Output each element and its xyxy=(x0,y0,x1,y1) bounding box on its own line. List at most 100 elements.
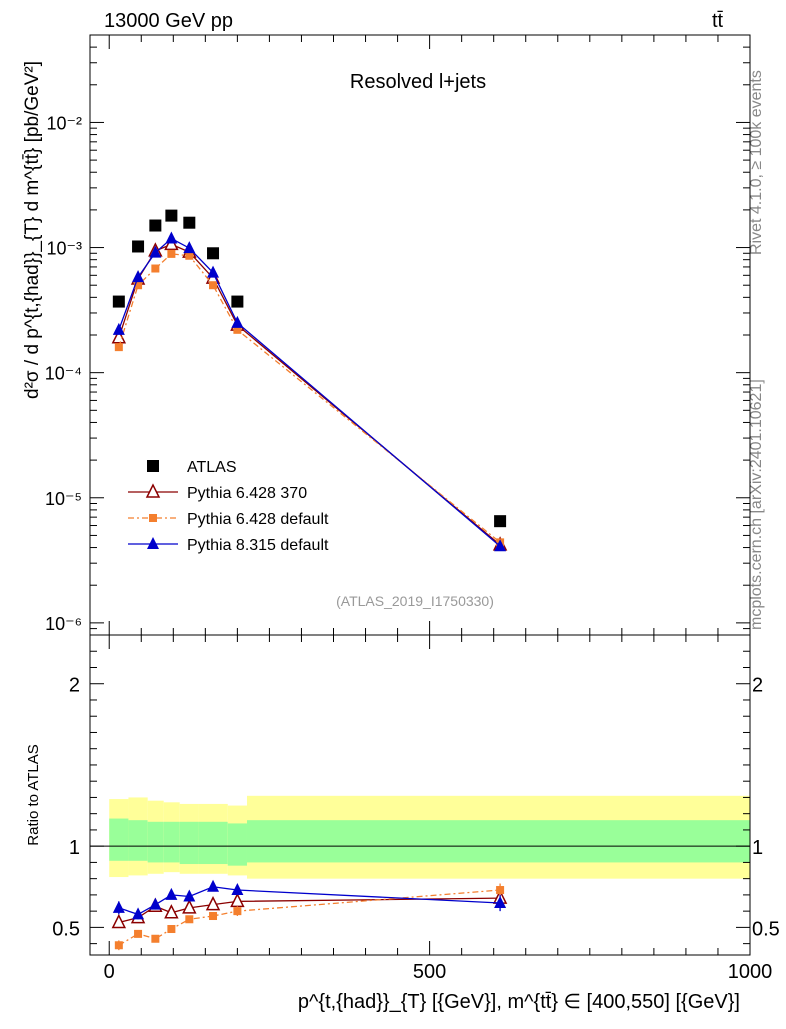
data-point xyxy=(149,245,162,258)
legend-entry: Pythia 6.428 370 xyxy=(128,483,307,502)
legend-entry: Pythia 8.315 default xyxy=(128,537,329,554)
ratio-y-tick-labels: 2 2 1 1 0.5 0.5 xyxy=(52,675,780,941)
x-tick-label: 0 xyxy=(104,961,115,983)
ratio-point xyxy=(151,934,160,943)
legend-entry: ATLAS xyxy=(147,459,237,476)
main-y-tick-label: 10⁻² xyxy=(46,113,82,133)
main-y-tick-label: 10⁻³ xyxy=(46,239,82,259)
data-point xyxy=(207,265,220,278)
ratio-point xyxy=(111,913,127,929)
mcplots-reference-label: mcplots.cern.ch [arXiv:2401.10621] xyxy=(748,379,765,630)
main-y-tick-labels: 10⁻² 10⁻³ 10⁻⁴ 10⁻⁵ 10⁻⁶ xyxy=(45,113,82,633)
ratio-point xyxy=(183,889,196,902)
rivet-version-label: Rivet 4.1.0, ≥ 100k events xyxy=(748,70,765,255)
x-axis-label: p^{t,{had}}_{T} [{GeV}], m^{tt̄} ∈ [400,… xyxy=(298,991,740,1013)
ratio-y-tick-label-left: 1 xyxy=(69,837,80,859)
data-point xyxy=(112,295,125,308)
series-pythia-8-315-default xyxy=(112,231,507,552)
ratio-point xyxy=(132,907,145,920)
data-point xyxy=(132,240,145,253)
ratio-panel: 2 2 1 1 0.5 0.5 0 500 1000 Ratio to ATLAS p^{t,… xyxy=(25,634,780,1013)
main-series xyxy=(111,209,508,552)
ratio-y-tick-label-left: 0.5 xyxy=(52,918,80,940)
ratio-point xyxy=(207,879,220,892)
data-point xyxy=(114,343,123,352)
ratio-y-tick-label-right: 1 xyxy=(752,837,763,859)
data-point xyxy=(149,219,162,232)
data-point xyxy=(165,231,178,244)
ratio-ticks xyxy=(90,635,751,955)
series-pythia-6-428-default xyxy=(114,249,505,547)
main-y-axis-label: d²σ / d p^{t,{had}}_{T} d m^{tt̄} [pb/Ge… xyxy=(22,61,43,399)
ratio-line xyxy=(118,886,501,916)
header-energy-label: 13000 GeV pp xyxy=(104,10,233,32)
ratio-series-pythia-8-315-default xyxy=(112,879,507,920)
main-y-tick-label: 10⁻⁶ xyxy=(45,614,82,634)
ratio-point xyxy=(205,895,221,911)
ratio-series xyxy=(111,879,508,951)
data-point xyxy=(112,322,125,335)
ratio-point xyxy=(185,915,194,924)
series-line xyxy=(118,243,501,546)
ratio-y-tick-label-right: 2 xyxy=(752,675,763,697)
data-point xyxy=(165,209,178,222)
legend-label: Pythia 6.428 default xyxy=(187,511,329,528)
series-line xyxy=(118,253,501,543)
series-line xyxy=(118,237,501,547)
green-band xyxy=(128,820,148,861)
legend-entry: Pythia 6.428 default xyxy=(128,511,329,528)
data-point xyxy=(494,539,507,552)
data-point xyxy=(134,281,143,290)
legend: ATLAS Pythia 6.428 370 Pythia 6.428 defaul… xyxy=(128,459,329,554)
ratio-line xyxy=(118,897,501,924)
legend-marker xyxy=(149,514,157,522)
ratio-point xyxy=(167,925,176,934)
main-panel: 10⁻² 10⁻³ 10⁻⁴ 10⁻⁵ 10⁻⁶ Resolved l+jets (AT… xyxy=(22,34,751,636)
ratio-point xyxy=(496,886,505,895)
data-point xyxy=(151,264,160,273)
ratio-point xyxy=(230,892,245,908)
legend-marker xyxy=(145,483,161,498)
green-band xyxy=(179,821,199,865)
ratio-y-tick-label-right: 0.5 xyxy=(752,918,780,940)
data-point xyxy=(207,247,220,260)
ratio-point xyxy=(231,883,244,896)
data-point xyxy=(183,241,196,254)
main-y-tick-label: 10⁻⁵ xyxy=(45,489,82,509)
ratio-y-tick-label-left: 2 xyxy=(69,675,80,697)
data-point xyxy=(231,315,244,328)
legend-label: Pythia 8.315 default xyxy=(187,537,329,554)
ratio-frame xyxy=(89,634,751,956)
legend-marker xyxy=(147,537,159,549)
data-point xyxy=(233,325,242,334)
ratio-point xyxy=(165,887,178,900)
series-atlas xyxy=(112,209,507,528)
ratio-point xyxy=(164,904,179,919)
green-band xyxy=(109,818,129,861)
legend-marker xyxy=(147,460,159,472)
ratio-point xyxy=(134,929,143,938)
data-point xyxy=(183,216,196,229)
data-point xyxy=(231,295,244,308)
analysis-watermark: (ATLAS_2019_I1750330) xyxy=(336,593,494,609)
legend-label: Pythia 6.428 370 xyxy=(187,485,307,502)
x-tick-label: 1000 xyxy=(728,961,773,983)
series-pythia-6-428-370 xyxy=(111,235,508,551)
x-tick-label: 500 xyxy=(413,961,446,983)
data-point xyxy=(209,281,218,290)
ratio-x-tick-labels: 0 500 1000 xyxy=(104,961,773,983)
green-band xyxy=(227,823,247,866)
legend-label: ATLAS xyxy=(187,459,237,476)
green-band xyxy=(163,821,180,863)
ratio-point xyxy=(114,941,123,950)
ratio-point xyxy=(233,907,242,916)
ratio-point xyxy=(149,897,162,910)
green-band xyxy=(246,820,750,863)
green-band xyxy=(198,821,228,865)
data-point xyxy=(132,270,145,283)
ratio-point xyxy=(494,896,507,909)
green-band xyxy=(147,821,164,863)
data-point xyxy=(494,515,507,528)
data-point xyxy=(167,249,176,258)
